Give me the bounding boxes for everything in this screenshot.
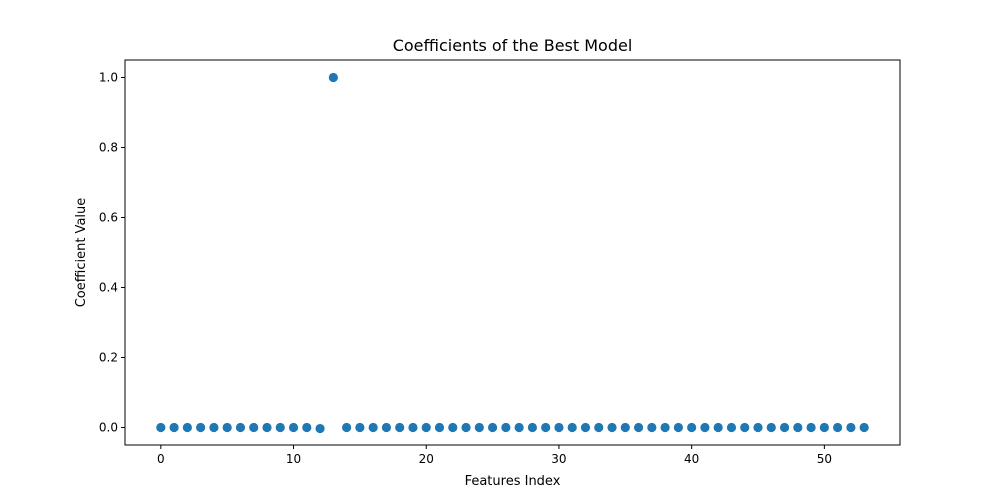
data-point — [487, 422, 498, 433]
data-point — [594, 422, 604, 433]
data-point — [567, 422, 577, 433]
data-point — [209, 422, 219, 433]
y-tick-label: 0.2 — [99, 351, 118, 365]
data-point — [700, 422, 710, 433]
y-tick-label: 0.6 — [99, 211, 118, 225]
data-point — [196, 422, 206, 433]
y-tick-label: 0.4 — [99, 281, 118, 295]
data-point — [779, 422, 790, 433]
data-point — [249, 422, 259, 433]
data-point — [368, 422, 378, 433]
data-point — [169, 422, 179, 433]
data-point — [766, 422, 776, 433]
data-points — [156, 72, 869, 434]
x-tick-label: 30 — [551, 452, 566, 466]
data-point — [395, 422, 405, 433]
x-tick-label: 50 — [817, 452, 832, 466]
data-point — [235, 422, 246, 433]
data-point — [833, 422, 843, 433]
x-tick-label: 40 — [684, 452, 699, 466]
data-point — [342, 422, 352, 433]
data-point — [302, 422, 312, 433]
data-point — [288, 422, 299, 433]
data-point — [819, 422, 829, 433]
data-point — [580, 422, 591, 433]
data-point — [182, 422, 192, 433]
data-point — [753, 422, 763, 433]
data-point — [541, 422, 551, 433]
data-point — [328, 72, 338, 83]
y-tick-label: 0.8 — [99, 141, 118, 155]
data-point — [421, 422, 431, 433]
data-point — [793, 422, 803, 433]
data-point — [514, 422, 524, 433]
data-point — [806, 422, 816, 433]
data-point — [859, 422, 869, 433]
data-point — [501, 422, 511, 433]
data-point — [222, 422, 232, 433]
data-point — [461, 422, 471, 433]
data-point — [554, 422, 564, 433]
data-point — [726, 422, 737, 433]
data-point — [647, 422, 657, 433]
data-point — [633, 422, 644, 433]
data-point — [408, 422, 418, 433]
data-point — [687, 422, 697, 433]
data-point — [846, 422, 856, 433]
y-tick-label: 0.0 — [99, 421, 118, 435]
data-point — [607, 422, 617, 433]
data-point — [713, 422, 723, 433]
x-tick-label: 20 — [419, 452, 434, 466]
data-point — [156, 422, 166, 433]
x-tick-label: 0 — [157, 452, 165, 466]
plot-area-frame — [124, 59, 901, 446]
data-point — [474, 422, 484, 433]
data-point — [620, 422, 630, 433]
data-point — [740, 422, 750, 433]
data-point — [660, 422, 670, 433]
data-point — [527, 422, 538, 433]
data-point — [355, 422, 365, 433]
data-point — [673, 422, 683, 433]
x-axis-ticks: 0 10 20 30 40 50 — [157, 445, 832, 466]
data-point — [381, 422, 392, 433]
y-axis-label: Coefficient Value — [74, 198, 89, 308]
data-point — [434, 422, 445, 433]
y-tick-label: 1.0 — [99, 71, 118, 85]
y-axis-ticks: 0.0 0.2 0.4 0.6 0.8 1.0 — [99, 71, 125, 435]
data-point — [448, 422, 458, 433]
x-tick-label: 10 — [286, 452, 301, 466]
data-point — [315, 423, 325, 434]
chart-title: Coefficients of the Best Model — [393, 36, 633, 55]
x-axis-label: Features Index — [465, 474, 561, 489]
data-point — [275, 422, 285, 433]
data-point — [262, 422, 272, 433]
